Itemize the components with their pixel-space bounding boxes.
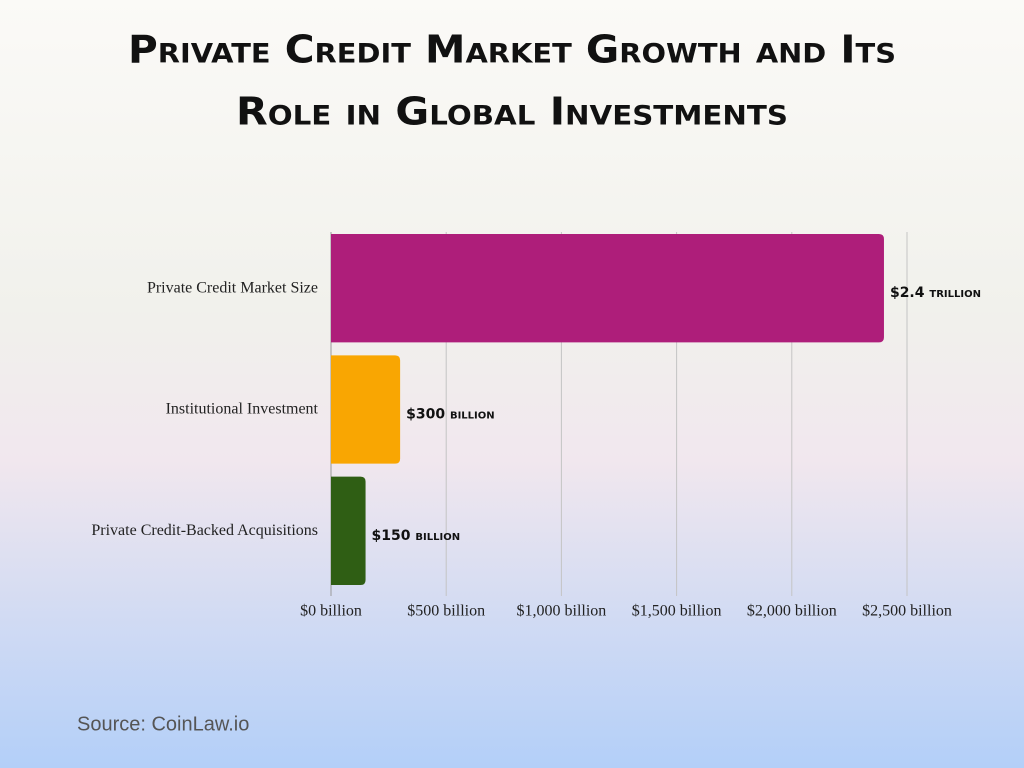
chart-title: Private Credit Market Growth and Its — [128, 28, 896, 72]
x-tick-label: $500 billion — [407, 603, 485, 620]
value-label: $150 billion — [372, 528, 461, 544]
x-tick-label: $2,500 billion — [862, 603, 952, 620]
value-label: $300 billion — [406, 407, 495, 423]
chart-title: Role in Global Investments — [236, 90, 788, 134]
x-tick-label: $1,500 billion — [632, 603, 722, 620]
source: Source: CoinLaw.io — [77, 713, 249, 735]
x-tick-label: $0 billion — [300, 603, 362, 620]
x-tick-label: $1,000 billion — [517, 603, 607, 620]
bar — [331, 476, 366, 585]
y-tick-label: Private Credit-Backed Acquisitions — [91, 522, 318, 539]
y-tick-label: Private Credit Market Size — [147, 279, 318, 296]
value-label: $2.4 trillion — [890, 285, 981, 301]
bar — [331, 234, 884, 343]
bar — [331, 355, 401, 464]
x-tick-label: $2,000 billion — [747, 603, 837, 620]
y-tick-label: Institutional Investment — [166, 401, 319, 418]
